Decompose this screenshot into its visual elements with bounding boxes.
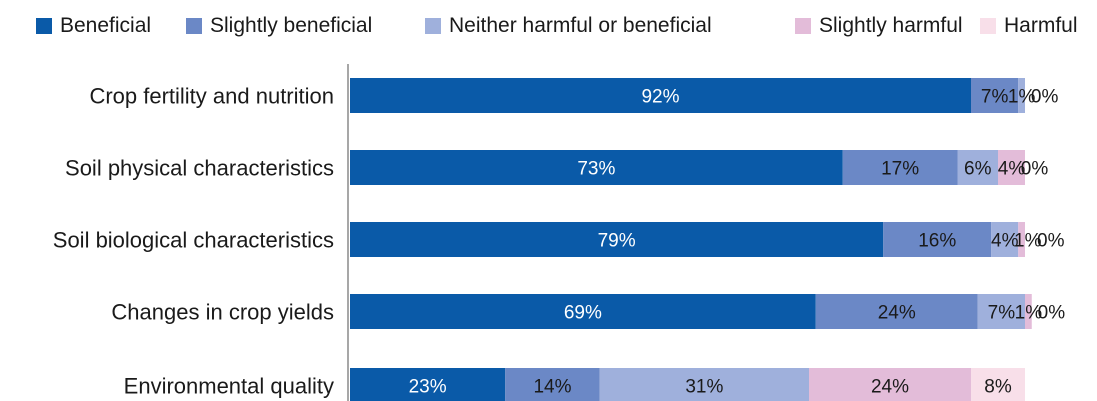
legend-swatch-neither-harmful-or-beneficial bbox=[425, 18, 441, 34]
category-label: Soil biological characteristics bbox=[53, 228, 334, 253]
bar-environmental-quality-beneficial bbox=[350, 368, 506, 401]
bar-environmental-quality-slightly-beneficial bbox=[505, 368, 600, 401]
value-label: 0% bbox=[1021, 159, 1049, 180]
value-label: 0% bbox=[1037, 231, 1065, 252]
value-label: 24% bbox=[871, 377, 909, 398]
bar-changes-in-crop-yields-beneficial bbox=[350, 294, 816, 329]
bar-soil-physical-characteristics-slightly-beneficial bbox=[842, 150, 958, 185]
category-label: Crop fertility and nutrition bbox=[89, 84, 334, 109]
legend-label-slightly-beneficial: Slightly beneficial bbox=[210, 14, 372, 37]
bar-environmental-quality-slightly-harmful bbox=[809, 368, 971, 401]
legend-label-slightly-harmful: Slightly harmful bbox=[819, 14, 963, 37]
category-labels: Crop fertility and nutrition Soil physica… bbox=[53, 84, 334, 399]
value-label: 7% bbox=[988, 303, 1016, 324]
legend-swatch-slightly-harmful bbox=[795, 18, 811, 34]
category-label: Soil physical characteristics bbox=[65, 156, 334, 181]
legend-swatch-slightly-beneficial bbox=[186, 18, 202, 34]
legend-label-beneficial: Beneficial bbox=[60, 14, 151, 37]
bar-soil-physical-characteristics-neither-harmful-or-beneficial bbox=[957, 150, 998, 185]
bar-crop-fertility-and-nutrition-slightly-beneficial bbox=[971, 78, 1019, 113]
value-label: 69% bbox=[564, 303, 602, 324]
value-label: 24% bbox=[878, 303, 916, 324]
bar-soil-biological-characteristics-slightly-beneficial bbox=[883, 222, 992, 257]
value-label: 73% bbox=[577, 159, 615, 180]
value-label: 79% bbox=[598, 231, 636, 252]
bar-soil-biological-characteristics-slightly-harmful bbox=[1018, 222, 1025, 257]
value-label: 1% bbox=[1014, 231, 1042, 252]
bars bbox=[350, 78, 1032, 401]
bar-changes-in-crop-yields-slightly-beneficial bbox=[815, 294, 978, 329]
bar-soil-biological-characteristics-neither-harmful-or-beneficial bbox=[991, 222, 1019, 257]
legend-swatch-harmful bbox=[980, 18, 996, 34]
value-label: 4% bbox=[998, 159, 1026, 180]
legend-label-neither-harmful-or-beneficial: Neither harmful or beneficial bbox=[449, 14, 712, 37]
bar-environmental-quality-neither-harmful-or-beneficial bbox=[599, 368, 809, 401]
bar-soil-physical-characteristics-slightly-harmful bbox=[998, 150, 1025, 185]
value-label: 6% bbox=[964, 159, 992, 180]
value-label: 14% bbox=[533, 377, 571, 398]
bar-changes-in-crop-yields-slightly-harmful bbox=[1025, 294, 1032, 329]
value-label: 1% bbox=[1015, 303, 1043, 324]
value-label: 16% bbox=[918, 231, 956, 252]
legend-label-harmful: Harmful bbox=[1004, 14, 1078, 37]
value-label: 7% bbox=[981, 87, 1009, 108]
value-label: 4% bbox=[991, 231, 1019, 252]
category-label: Changes in crop yields bbox=[111, 300, 334, 325]
value-labels: 92% 7% 1%0%73% 17% 6% 4%0%79% 16% 4%1%0%69% 24% 7… bbox=[409, 87, 1066, 398]
bar-soil-physical-characteristics-beneficial bbox=[350, 150, 843, 185]
bar-soil-biological-characteristics-beneficial bbox=[350, 222, 884, 257]
value-label: 0% bbox=[1031, 87, 1059, 108]
value-label: 0% bbox=[1038, 303, 1066, 324]
value-label: 8% bbox=[984, 377, 1012, 398]
category-label: Environmental quality bbox=[124, 374, 334, 399]
value-label: 17% bbox=[881, 159, 919, 180]
bar-crop-fertility-and-nutrition-beneficial bbox=[350, 78, 971, 113]
bar-changes-in-crop-yields-neither-harmful-or-beneficial bbox=[977, 294, 1025, 329]
legend: Beneficial Slightly beneficial Neither har… bbox=[36, 14, 1078, 37]
legend-swatch-beneficial bbox=[36, 18, 52, 34]
value-label: 92% bbox=[641, 87, 679, 108]
bar-crop-fertility-and-nutrition-neither-harmful-or-beneficial bbox=[1018, 78, 1025, 113]
value-label: 23% bbox=[409, 377, 447, 398]
value-label: 31% bbox=[685, 377, 723, 398]
value-label: 1% bbox=[1008, 87, 1036, 108]
bar-environmental-quality-harmful bbox=[971, 368, 1025, 401]
